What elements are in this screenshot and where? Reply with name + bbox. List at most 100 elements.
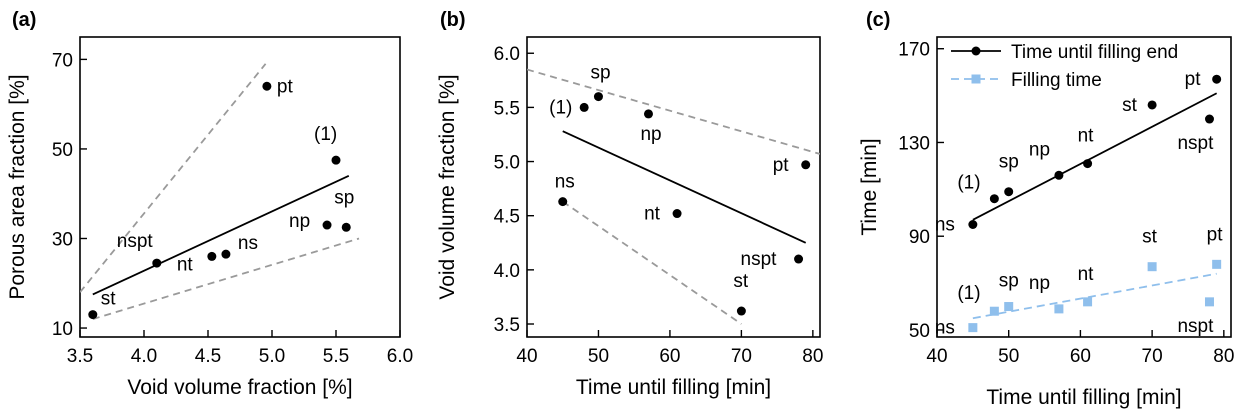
point-label: pt [277,76,294,97]
y-axis-label: Porous area fraction [%] [6,74,29,299]
data-point [579,102,589,112]
point-label: st [1122,95,1138,116]
x-axis-label: Time until filling [min] [576,376,771,399]
data-point [801,160,811,170]
bound-line-1 [562,200,742,325]
y-tick-label: 10 [52,319,73,340]
data-point [643,109,653,119]
plot-area [972,92,1218,320]
data-point [968,220,978,229]
x-tick-label: 5.0 [259,346,285,367]
data-point [1004,302,1014,312]
point-label: st [101,289,117,310]
y-axis-label: Void volume fraction [%] [436,74,459,299]
x-tick-label: 6.0 [387,346,413,367]
point-label: np [289,211,310,232]
plot-area [527,68,820,325]
x-tick-label: 3.5 [67,346,93,367]
data-point [1054,170,1064,180]
data-point [262,81,272,91]
data-point [1147,100,1157,110]
fit-line [92,174,350,296]
data-point [794,254,804,264]
point-label: nt [177,254,194,275]
point-label: nt [1078,126,1095,147]
data-point [672,209,682,219]
x-tick-label: 80 [802,346,823,367]
x-tick-label: 80 [1213,346,1234,367]
x-tick-label: 50 [998,346,1019,367]
data-point [341,222,351,232]
fit-line-0 [972,92,1218,221]
x-tick-label: 40 [516,346,537,367]
point-label: nt [644,204,661,225]
y-tick-label: 6.0 [494,44,520,65]
y-tick-label: 4.0 [494,261,520,282]
point-label: sp [999,271,1019,292]
point-label: ns [935,318,955,339]
x-tick-label: 70 [1142,346,1163,367]
fit-line-1 [972,272,1217,320]
point-label: np [1029,273,1050,294]
data-point [88,310,98,320]
y-tick-label: 50 [909,321,930,342]
data-point [989,306,999,316]
x-tick-label: 40 [926,346,947,367]
point-label: ns [238,233,258,254]
x-tick-label: 5.5 [323,346,349,367]
data-point [322,220,332,230]
plot-area [80,63,360,320]
point-label: sp [999,152,1019,173]
data-point [1204,297,1214,307]
data-point [1083,297,1093,307]
y-tick-label: 5.0 [494,153,520,174]
bound-line-0 [527,68,820,155]
y-tick-label: 170 [898,40,930,61]
point-label: nspt [1177,133,1214,154]
y-tick-label: 3.5 [494,315,520,336]
y-tick-label: 50 [52,140,73,161]
y-tick-label: 30 [52,229,73,250]
data-point [593,92,603,102]
point-label: pt [1207,224,1224,245]
data-point [1212,74,1222,84]
data-point [989,194,999,204]
point-label: (1) [549,97,572,118]
x-axis-label: Time until filling [min] [986,386,1181,409]
plot-frame [79,36,401,338]
x-tick-label: 60 [1070,346,1091,367]
data-point [736,306,746,316]
data-point [221,249,231,259]
chart-panel-0: (a) 3.5 4.0 4.5 5.0 5.5 6.0 10 30 50 70 Void volume… [6,9,413,399]
data-point [1212,259,1222,269]
legend-entry: Filling time [1011,70,1102,91]
data-point [1147,262,1157,272]
data-point [1083,159,1093,169]
point-label: (1) [957,173,980,194]
x-tick-label: 4.5 [195,346,221,367]
bound-line-1 [92,237,360,320]
data-point [1204,114,1214,124]
x-tick-label: 70 [731,346,752,367]
plot-frame [526,36,821,338]
point-label: ns [555,172,575,193]
point-label: nspt [117,231,154,252]
legend-marker [971,46,981,56]
panel-label: (b) [440,9,466,31]
y-tick-label: 130 [898,133,930,154]
chart-panel-1: (b) 40 50 60 70 80 3.5 4.0 4.5 5.0 5.5 6.0 Time unti… [436,9,823,399]
point-label: st [1142,227,1158,248]
point-label: pt [1185,69,1202,90]
x-tick-label: 60 [659,346,680,367]
panel-label: (a) [12,9,36,31]
point-label: nt [1078,264,1095,285]
point-label: sp [334,187,354,208]
x-tick-label: 50 [588,346,609,367]
x-axis-label: Void volume fraction [%] [127,376,352,399]
x-tick-label: 4.0 [131,346,157,367]
data-point [152,258,162,268]
legend-entry: Time until filling end [1011,42,1178,63]
y-tick-label: 70 [52,50,73,71]
y-tick-label: 90 [909,227,930,248]
fit-line [562,130,807,244]
